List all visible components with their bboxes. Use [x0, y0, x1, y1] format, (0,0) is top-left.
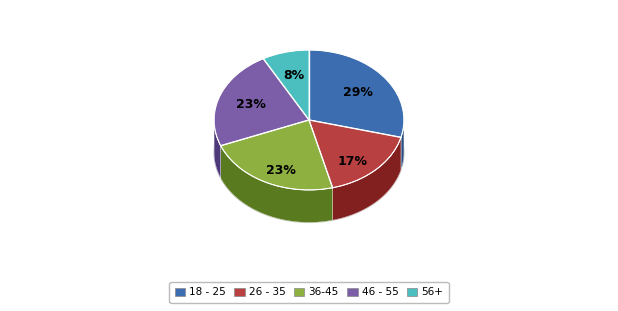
- Polygon shape: [401, 120, 404, 170]
- Polygon shape: [214, 152, 309, 178]
- Polygon shape: [309, 120, 401, 188]
- Polygon shape: [309, 50, 404, 137]
- Text: 23%: 23%: [266, 164, 296, 177]
- Polygon shape: [309, 152, 401, 220]
- Polygon shape: [332, 137, 401, 220]
- Polygon shape: [263, 50, 309, 120]
- Polygon shape: [214, 59, 309, 146]
- Polygon shape: [221, 120, 332, 190]
- Text: 17%: 17%: [337, 156, 368, 168]
- Text: 8%: 8%: [283, 69, 304, 82]
- Ellipse shape: [214, 82, 404, 222]
- Polygon shape: [221, 146, 332, 222]
- Text: 23%: 23%: [236, 98, 266, 111]
- Polygon shape: [221, 152, 332, 222]
- Polygon shape: [309, 152, 404, 170]
- Text: 29%: 29%: [343, 86, 373, 99]
- Legend: 18 - 25, 26 - 35, 36-45, 46 - 55, 56+: 18 - 25, 26 - 35, 36-45, 46 - 55, 56+: [169, 282, 449, 303]
- Polygon shape: [214, 120, 221, 178]
